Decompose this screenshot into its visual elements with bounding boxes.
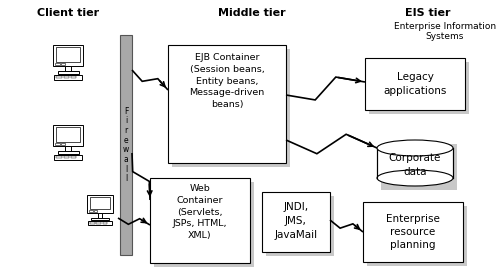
Text: Enterprise
resource
planning: Enterprise resource planning [386, 214, 440, 250]
Bar [91, 218, 109, 220]
Text: Corporate
data: Corporate data [389, 153, 441, 177]
Bar [57, 156, 62, 158]
Ellipse shape [377, 140, 453, 156]
Bar [154, 182, 254, 267]
Bar [369, 62, 469, 114]
Bar [168, 45, 286, 163]
Bar [363, 202, 463, 262]
Bar [88, 221, 112, 225]
Bar [71, 76, 76, 78]
Bar [90, 222, 95, 224]
Bar [55, 75, 82, 80]
Bar [56, 127, 80, 142]
Bar [98, 213, 102, 218]
Bar [367, 206, 467, 266]
Bar [103, 222, 107, 224]
Bar [58, 71, 78, 74]
Bar [150, 178, 250, 263]
Bar [262, 192, 330, 252]
Text: F
i
r
e
w
a
l
l: F i r e w a l l [123, 107, 129, 183]
Bar [53, 45, 83, 66]
Bar [56, 143, 60, 145]
Bar [90, 197, 110, 209]
Text: Middle tier: Middle tier [218, 8, 286, 18]
Ellipse shape [377, 170, 453, 186]
Bar [87, 195, 113, 213]
Text: EJB Container
(Session beans,
Entity beans,
Message-driven
beans): EJB Container (Session beans, Entity bea… [189, 53, 265, 109]
Text: JNDI,
JMS,
JavaMail: JNDI, JMS, JavaMail [274, 202, 317, 240]
Text: Web
Container
(Servlets,
JSPs, HTML,
XML): Web Container (Servlets, JSPs, HTML, XML… [173, 184, 227, 240]
Bar [61, 63, 65, 65]
Bar [58, 151, 78, 154]
Text: EIS tier: EIS tier [405, 8, 451, 18]
Text: Legacy
applications: Legacy applications [383, 73, 447, 95]
Bar [64, 76, 69, 78]
Bar [56, 47, 80, 62]
Bar [266, 196, 334, 256]
Bar [61, 143, 65, 145]
Bar [65, 66, 70, 71]
Bar [120, 35, 132, 255]
Bar [96, 222, 101, 224]
Bar [57, 76, 62, 78]
Bar [56, 63, 60, 65]
Bar [94, 210, 97, 212]
Text: Enterprise Information
Systems: Enterprise Information Systems [394, 22, 496, 41]
Bar [381, 144, 457, 190]
Bar [89, 210, 93, 212]
Bar [365, 58, 465, 110]
Text: Client tier: Client tier [37, 8, 99, 18]
Bar [64, 156, 69, 158]
Bar [172, 49, 290, 167]
Bar [55, 155, 82, 160]
Bar [377, 148, 453, 178]
Bar [71, 156, 76, 158]
Bar [65, 146, 70, 151]
Bar [53, 125, 83, 146]
